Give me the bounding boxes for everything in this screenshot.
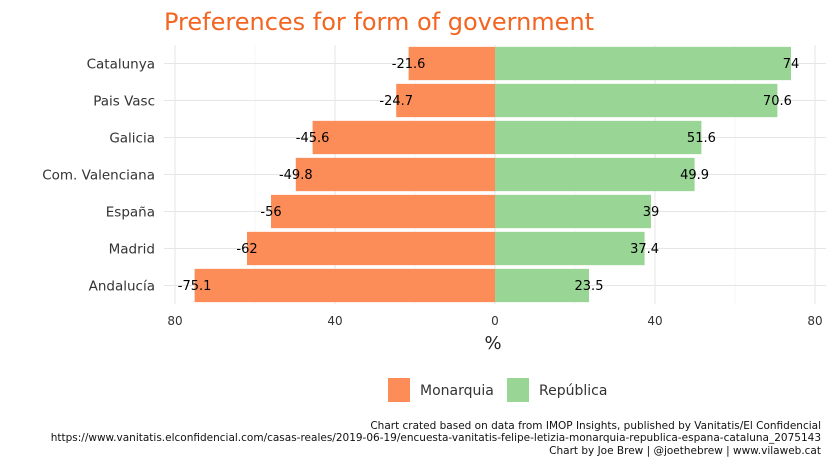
caption-line-2: https://www.vanitatis.elconfidencial.com… — [51, 432, 821, 444]
caption-line-1: Chart crated based on data from IMOP Ins… — [370, 420, 821, 432]
y-tick-label: Galicia — [109, 131, 155, 147]
x-tick-label: 80 — [807, 314, 822, 328]
data-label: -45.6 — [296, 131, 330, 146]
bar-monarquia — [271, 194, 495, 229]
data-labels: -21.6 -24.7 -45.6 -49.8 -56 -62 -75.1 74 70.6 51.… — [178, 57, 799, 294]
legend-label: Monarquia — [420, 383, 494, 399]
data-label: 23.5 — [575, 279, 604, 294]
caption-line-3: Chart by Joe Brew | @joethebrew | www.vi… — [549, 445, 821, 457]
x-tick-label: 80 — [167, 314, 182, 328]
data-label: 51.6 — [687, 131, 716, 146]
y-tick-label: Madrid — [109, 242, 155, 258]
legend-swatch — [388, 378, 410, 402]
data-label: -62 — [236, 242, 257, 257]
bar-monarquia — [247, 231, 495, 266]
bar-monarquia — [396, 83, 495, 118]
caption: Chart crated based on data from IMOP Ins… — [51, 420, 821, 457]
bar-monarquia — [194, 268, 495, 303]
legend-swatch — [507, 378, 529, 402]
chart-title: Preferences for form of government — [164, 8, 594, 36]
bars — [194, 46, 791, 303]
legend-label: República — [539, 383, 607, 399]
data-label: -21.6 — [392, 57, 426, 72]
y-tick-label: Com. Valenciana — [42, 168, 155, 184]
legend: Monarquia República — [388, 378, 607, 402]
data-label: 37.4 — [630, 242, 659, 257]
bar-república — [495, 231, 645, 266]
legend-item: Monarquia — [388, 378, 494, 402]
y-tick-label: Catalunya — [87, 57, 155, 73]
x-axis: 80 40 0 40 80 — [167, 314, 822, 328]
data-label: -24.7 — [379, 94, 413, 109]
bar-república — [495, 83, 778, 118]
x-axis-title: % — [484, 333, 501, 354]
x-tick-label: 0 — [491, 314, 499, 328]
bar-monarquia — [408, 46, 495, 81]
data-label: 49.9 — [680, 168, 709, 183]
data-label: 70.6 — [763, 94, 792, 109]
bar-monarquia — [295, 157, 495, 192]
data-label: -49.8 — [279, 168, 313, 183]
y-tick-label: Andalucía — [89, 279, 155, 295]
data-label: 39 — [643, 205, 660, 220]
bar-monarquia — [312, 120, 495, 155]
y-axis: Catalunya Pais Vasc Galicia Com. Valenciana… — [42, 57, 155, 295]
data-label: -56 — [260, 205, 281, 220]
bar-república — [495, 120, 702, 155]
bar-república — [495, 194, 651, 229]
bar-república — [495, 157, 695, 192]
x-tick-label: 40 — [327, 314, 342, 328]
y-tick-label: Pais Vasc — [93, 94, 155, 110]
data-label: -75.1 — [178, 279, 212, 294]
x-tick-label: 40 — [647, 314, 662, 328]
bar-república — [495, 46, 791, 81]
legend-item: República — [507, 378, 607, 402]
y-tick-label: España — [106, 205, 155, 221]
data-label: 74 — [783, 57, 800, 72]
bar-república — [495, 268, 589, 303]
